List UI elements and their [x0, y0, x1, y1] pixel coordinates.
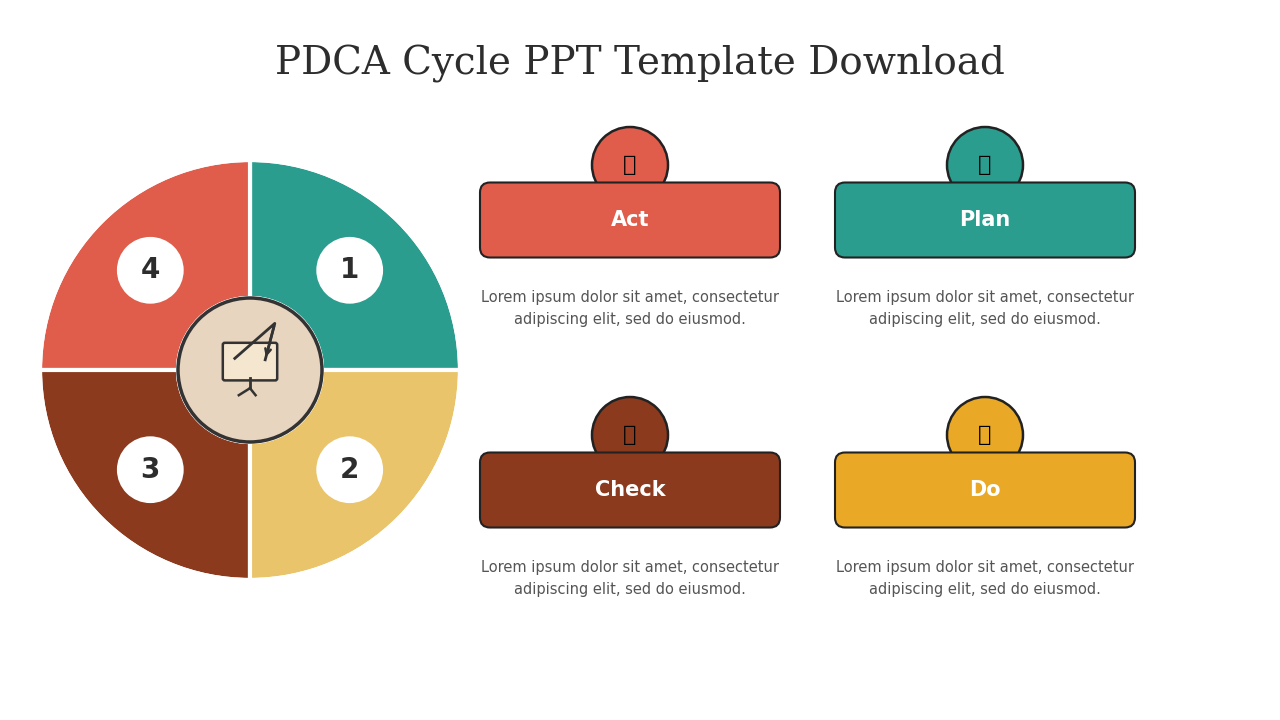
Text: 2: 2	[340, 456, 360, 484]
Wedge shape	[40, 160, 250, 370]
Polygon shape	[338, 458, 378, 498]
Text: 4: 4	[141, 256, 160, 284]
Polygon shape	[338, 243, 378, 282]
FancyBboxPatch shape	[223, 343, 278, 380]
FancyBboxPatch shape	[480, 452, 780, 528]
Circle shape	[317, 438, 381, 502]
Text: 🎯: 🎯	[623, 155, 636, 175]
Text: Lorem ipsum dolor sit amet, consectetur
adipiscing elit, sed do eiusmod.: Lorem ipsum dolor sit amet, consectetur …	[481, 290, 780, 327]
Text: 📋: 📋	[978, 155, 992, 175]
Text: 📢: 📢	[978, 425, 992, 445]
Circle shape	[178, 298, 323, 442]
Polygon shape	[123, 458, 161, 498]
FancyBboxPatch shape	[835, 182, 1135, 258]
Text: Lorem ipsum dolor sit amet, consectetur
adipiscing elit, sed do eiusmod.: Lorem ipsum dolor sit amet, consectetur …	[481, 560, 780, 597]
Text: 1: 1	[340, 256, 360, 284]
Circle shape	[317, 238, 381, 302]
Wedge shape	[250, 160, 460, 370]
Circle shape	[947, 397, 1023, 473]
Text: PDCA Cycle PPT Template Download: PDCA Cycle PPT Template Download	[275, 45, 1005, 83]
Text: Lorem ipsum dolor sit amet, consectetur
adipiscing elit, sed do eiusmod.: Lorem ipsum dolor sit amet, consectetur …	[836, 560, 1134, 597]
Text: Plan: Plan	[960, 210, 1011, 230]
Circle shape	[591, 127, 668, 203]
Text: 3: 3	[141, 456, 160, 484]
Wedge shape	[40, 370, 250, 580]
Circle shape	[118, 238, 182, 302]
Wedge shape	[250, 370, 460, 580]
Text: Do: Do	[969, 480, 1001, 500]
Circle shape	[591, 397, 668, 473]
FancyBboxPatch shape	[480, 182, 780, 258]
Text: Act: Act	[611, 210, 649, 230]
Text: 🔍: 🔍	[623, 425, 636, 445]
FancyBboxPatch shape	[835, 452, 1135, 528]
Circle shape	[118, 438, 182, 502]
Polygon shape	[123, 243, 161, 282]
Circle shape	[947, 127, 1023, 203]
Text: Check: Check	[595, 480, 666, 500]
Text: Lorem ipsum dolor sit amet, consectetur
adipiscing elit, sed do eiusmod.: Lorem ipsum dolor sit amet, consectetur …	[836, 290, 1134, 327]
